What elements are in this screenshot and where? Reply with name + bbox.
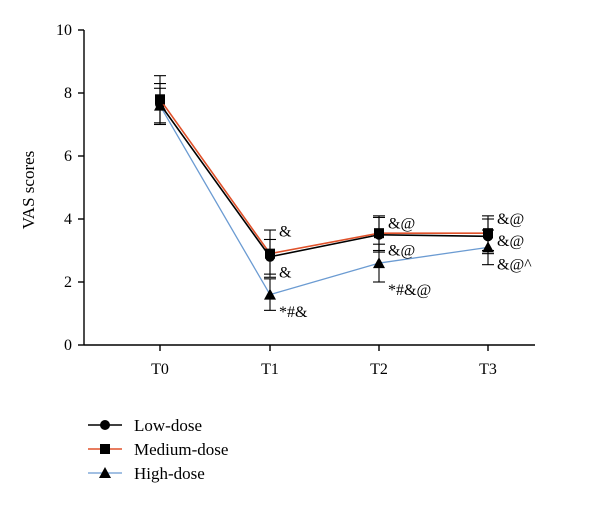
data-point (373, 257, 385, 269)
legend-marker (100, 420, 110, 430)
legend-marker (99, 467, 111, 478)
legend-item: Low-dose (88, 416, 202, 435)
legend-label: Low-dose (134, 416, 202, 435)
x-tick-label: T3 (479, 361, 497, 378)
x-tick-label: T2 (370, 361, 388, 378)
significance-label: &@^ (497, 257, 532, 274)
y-tick-label: 0 (64, 337, 72, 354)
data-point (265, 248, 275, 259)
legend-label: High-dose (134, 464, 205, 483)
legend-item: High-dose (88, 464, 205, 483)
series-high-dose (154, 87, 494, 311)
axes: 0 2 4 6 8 10 T0 T1 T2 T3 (56, 22, 535, 378)
annotations: & & *#& &@ &@ *#&@ &@ &@ &@^ (279, 211, 532, 321)
series-layer (154, 75, 494, 311)
significance-label: &@ (388, 216, 415, 233)
legend: Low-dose Medium-dose High-dose (88, 416, 228, 483)
x-tick-label: T1 (261, 361, 279, 378)
data-point (374, 228, 384, 239)
y-tick-label: 4 (64, 211, 72, 228)
significance-label: &@ (388, 243, 415, 260)
y-tick-label: 8 (64, 85, 72, 102)
data-point (264, 288, 276, 300)
y-axis-title: VAS scores (19, 151, 38, 230)
series-medium-dose (154, 75, 494, 278)
series-line (159, 98, 488, 255)
significance-label: & (279, 224, 292, 241)
legend-label: Medium-dose (134, 440, 228, 459)
significance-label: *#&@ (388, 282, 431, 299)
series-line (159, 105, 489, 296)
significance-label: &@ (497, 233, 524, 250)
data-point (155, 94, 165, 105)
series-line (159, 103, 489, 258)
y-tick-label: 2 (64, 274, 72, 291)
significance-label: *#& (279, 304, 308, 321)
significance-label: & (279, 265, 292, 282)
data-point (483, 228, 493, 239)
y-tick-label: 6 (64, 148, 72, 165)
significance-label: &@ (497, 211, 524, 228)
legend-marker (100, 444, 110, 454)
y-tick-label: 10 (56, 22, 72, 39)
legend-item: Medium-dose (88, 440, 228, 459)
x-tick-label: T0 (151, 361, 169, 378)
series-low-dose (154, 83, 494, 275)
